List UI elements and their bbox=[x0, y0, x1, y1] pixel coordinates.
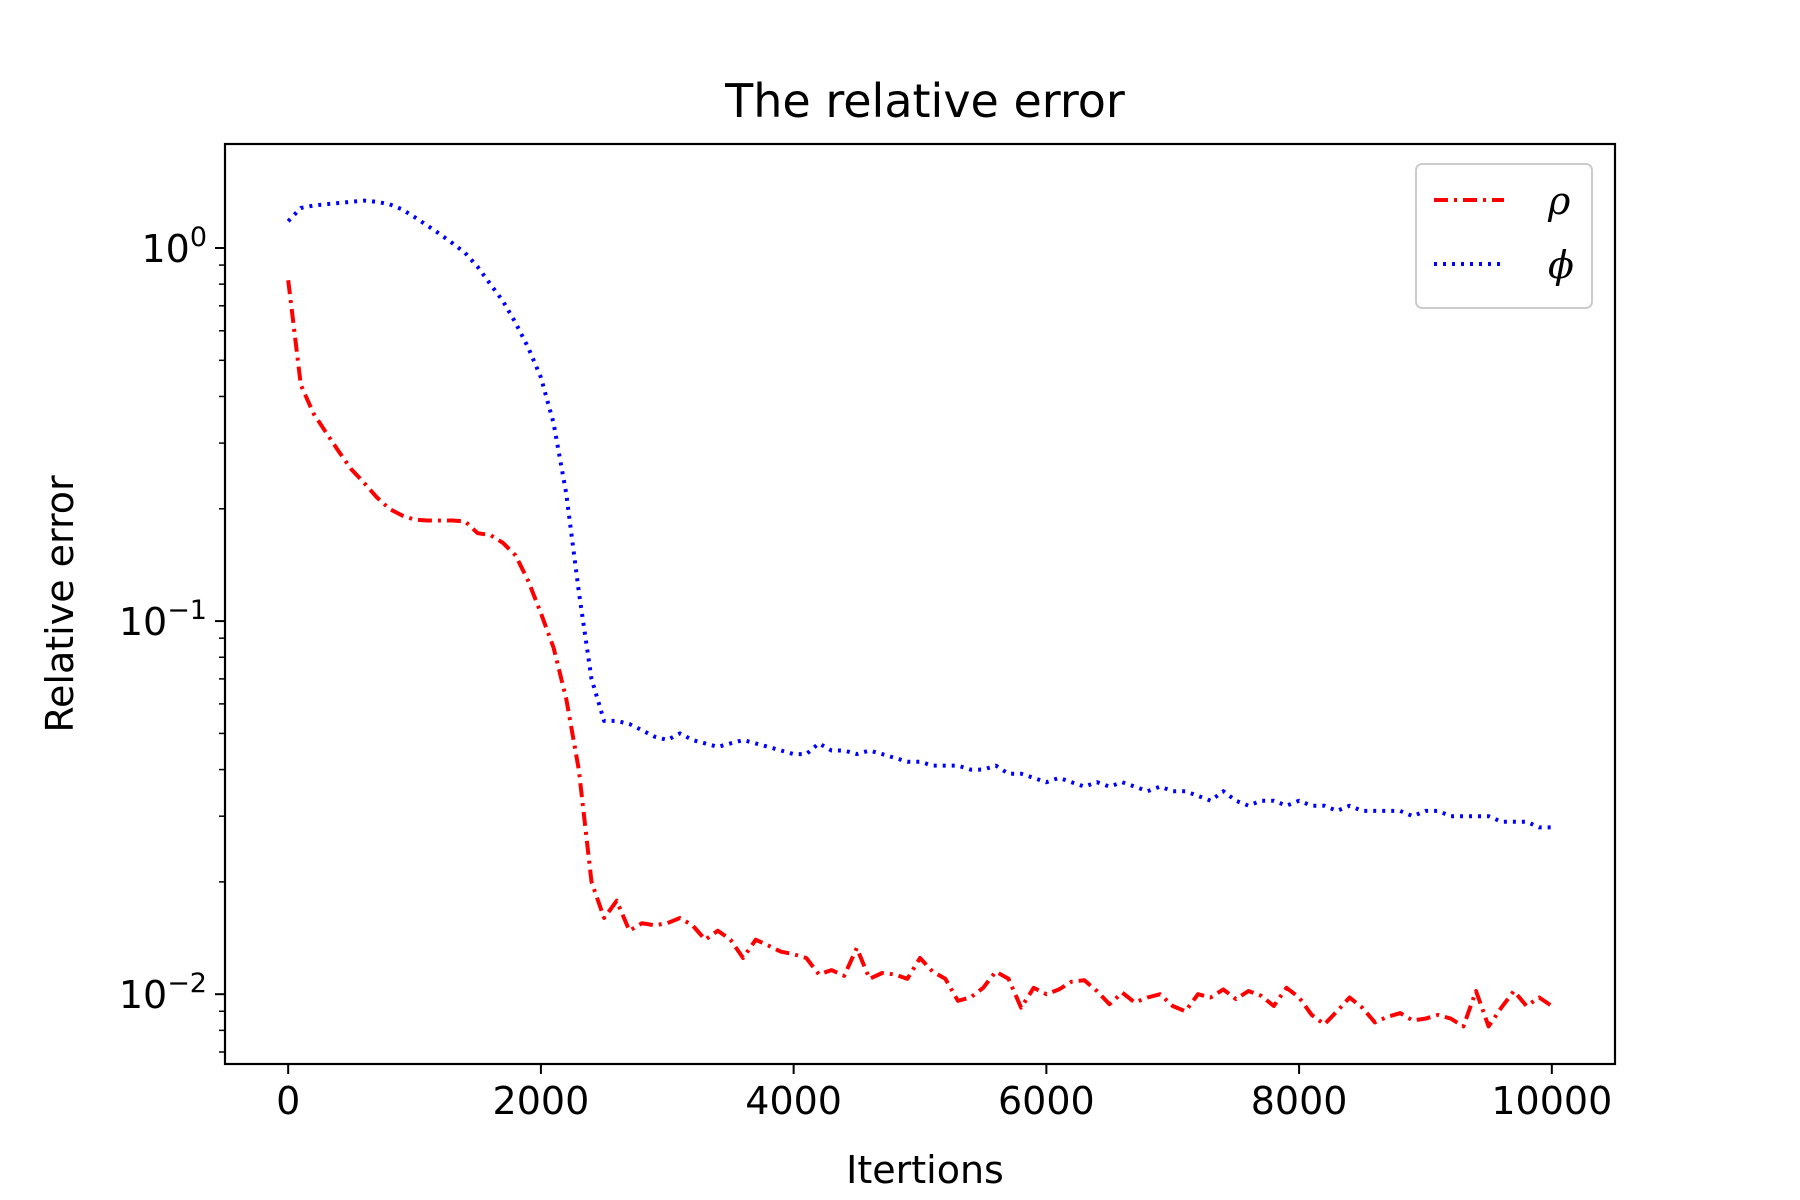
x-tick-label: 4000 bbox=[745, 1079, 842, 1123]
y-tick-label: 10−1 bbox=[119, 595, 207, 644]
legend-label-phi: ϕ bbox=[1548, 243, 1574, 287]
y-tick-label: 10−2 bbox=[119, 968, 207, 1017]
x-tick-label: 8000 bbox=[1251, 1079, 1348, 1123]
legend-box bbox=[1415, 163, 1593, 309]
y-tick-label: 100 bbox=[141, 222, 207, 271]
legend: ρ ϕ bbox=[1415, 163, 1593, 309]
x-tick-label: 2000 bbox=[493, 1079, 590, 1123]
y-axis-label: Relative error bbox=[38, 475, 82, 733]
series-line-rho bbox=[286, 279, 1553, 1029]
x-tick-label: 10000 bbox=[1491, 1079, 1612, 1123]
x-axis: 0 2000 4000 6000 8000 10000 bbox=[276, 1064, 1612, 1123]
y-axis: 100 10−1 10−2 bbox=[119, 222, 225, 1053]
series-line-phi bbox=[286, 198, 1552, 830]
chart-title: The relative error bbox=[724, 74, 1125, 128]
x-tick-label: 6000 bbox=[998, 1079, 1095, 1123]
plot-frame bbox=[223, 142, 1617, 1066]
legend-label-rho: ρ bbox=[1547, 179, 1571, 223]
x-axis-label: Itertions bbox=[846, 1148, 1004, 1192]
x-tick-label: 0 bbox=[276, 1079, 300, 1123]
plot-series bbox=[286, 198, 1553, 1029]
